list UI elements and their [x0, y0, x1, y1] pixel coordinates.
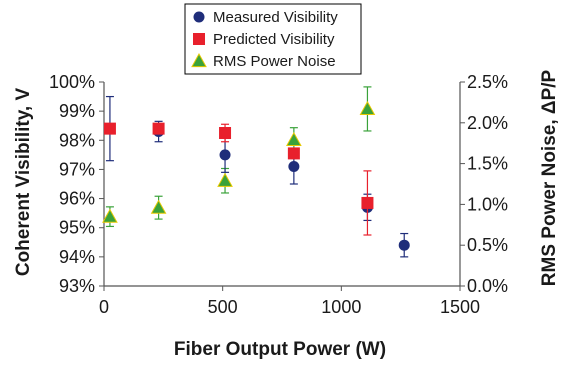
legend-box — [184, 3, 362, 75]
x-tick-label: 1500 — [440, 297, 480, 317]
data-point-triangle — [217, 172, 233, 187]
legend-marker-triangle — [191, 52, 207, 68]
x-tick-label: 1000 — [321, 297, 361, 317]
right-axis-title: RMS Power Noise, ΔP/P — [539, 69, 560, 286]
data-point-circle — [219, 149, 231, 161]
right-tick-label: 0.0% — [467, 276, 508, 296]
data-point-triangle — [359, 100, 376, 116]
series-triangle — [102, 86, 376, 228]
right-tick-label: 2.5% — [467, 72, 508, 92]
legend-marker-square — [193, 33, 205, 45]
right-tick-label: 2.0% — [467, 113, 508, 133]
data-point-square — [103, 122, 116, 135]
left-axis-ticks: 93% 94% 95% 96% 97% 98% 99% 100% — [49, 72, 104, 296]
series-circle — [104, 95, 410, 258]
data-point-square — [152, 122, 165, 135]
data-point-square — [219, 127, 232, 139]
left-tick-label: 97% — [59, 159, 95, 179]
left-axis-title: Coherent Visibility, V — [13, 88, 34, 277]
right-axis-ticks: 0.0% 0.5% 1.0% 1.5% 2.0% 2.5% — [460, 72, 508, 296]
legend-label: Measured Visibility — [213, 9, 338, 26]
legend-label: Predicted Visibility — [213, 31, 335, 48]
x-tick-label: 0 — [99, 297, 109, 317]
legend: Measured Visibility Predicted Visibility R… — [184, 3, 362, 75]
right-tick-label: 1.0% — [467, 194, 508, 214]
data-point-square — [287, 147, 300, 160]
right-tick-label: 0.5% — [467, 235, 508, 255]
data-point-square — [361, 196, 374, 209]
x-axis-ticks: 0 500 1000 1500 — [99, 286, 480, 317]
left-tick-label: 98% — [59, 130, 95, 150]
x-axis-title: Fiber Output Power (W) — [174, 339, 386, 360]
axes — [103, 82, 461, 287]
left-tick-label: 100% — [49, 72, 95, 92]
legend-marker-circle — [193, 11, 205, 23]
data-point-circle — [288, 161, 300, 173]
left-tick-label: 96% — [59, 189, 95, 209]
data-point-circle — [398, 239, 410, 251]
left-tick-label: 99% — [59, 101, 95, 121]
data-point-triangle — [150, 199, 167, 214]
left-tick-label: 93% — [59, 276, 95, 296]
data-point-triangle — [102, 208, 118, 223]
left-tick-label: 95% — [59, 218, 95, 238]
legend-label: RMS Power Noise — [213, 53, 336, 70]
x-tick-label: 500 — [208, 297, 238, 317]
data-marks — [102, 86, 410, 258]
series-square — [103, 122, 374, 236]
right-tick-label: 1.5% — [467, 154, 508, 174]
left-tick-label: 94% — [59, 247, 95, 267]
data-point-triangle — [286, 131, 302, 147]
